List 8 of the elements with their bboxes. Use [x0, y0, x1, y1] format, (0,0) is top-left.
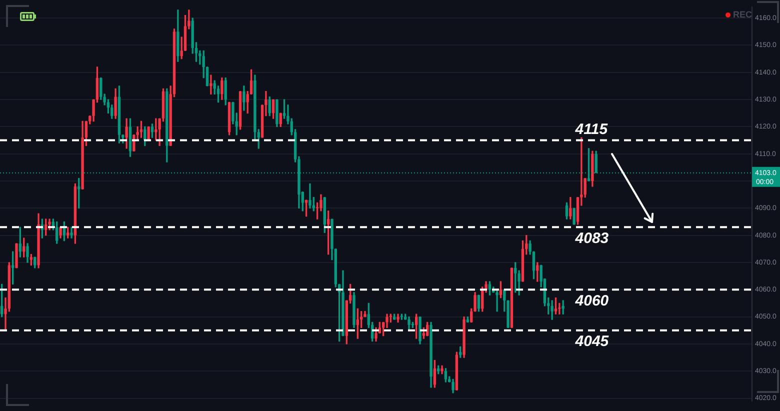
ref-line-label: 4083 [574, 230, 610, 247]
candlestick [210, 74, 212, 94]
ref-line-label: 4060 [574, 292, 610, 310]
annotation: REC [733, 9, 752, 20]
ref-line-label: 4115 [574, 120, 608, 138]
candlestick [496, 289, 498, 312]
candlestick [308, 183, 312, 209]
ref-line-label: 4045 [574, 333, 610, 350]
